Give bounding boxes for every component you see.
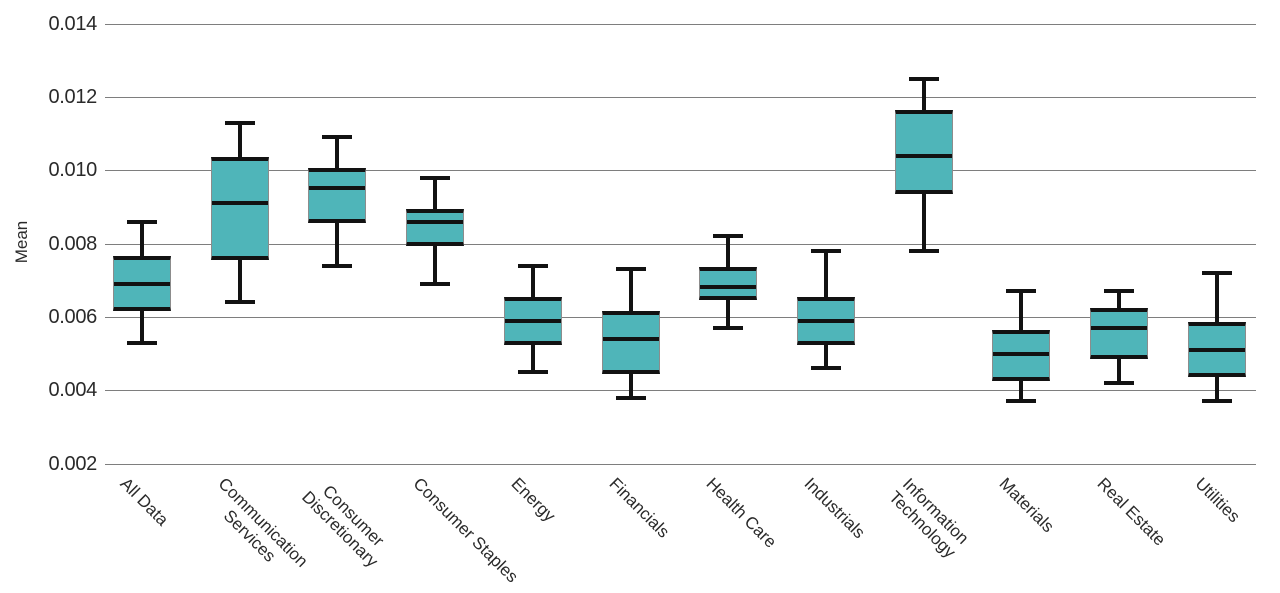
whisker-cap-top xyxy=(908,76,939,81)
whisker-cap-top xyxy=(420,175,451,180)
median-line xyxy=(700,285,757,290)
whisker-upper-stem xyxy=(921,78,926,112)
median-line xyxy=(407,219,464,224)
whisker-upper-stem xyxy=(823,250,828,299)
box-iqr xyxy=(992,329,1051,382)
box-iqr xyxy=(1090,307,1148,360)
whisker-lower-stem xyxy=(921,192,926,251)
box-iqr xyxy=(406,208,465,246)
x-tick-label: Real Estate xyxy=(1093,474,1170,550)
whisker-upper-stem xyxy=(1214,272,1219,325)
box-iqr xyxy=(113,256,171,312)
whisker-upper-stem xyxy=(726,236,731,270)
x-tick-label: Materials xyxy=(995,474,1059,537)
x-tick-label: Industrials xyxy=(800,474,869,543)
whisker-cap-bottom xyxy=(420,281,451,286)
whisker-lower-stem xyxy=(823,342,828,369)
x-tick-label: Health Care xyxy=(702,474,781,552)
box-iqr xyxy=(210,157,269,261)
box-iqr xyxy=(894,109,953,195)
gridline xyxy=(105,463,1256,465)
x-tick-label: All Data xyxy=(116,474,173,530)
whisker-upper-stem xyxy=(1019,291,1024,332)
whisker-lower-stem xyxy=(335,221,340,266)
whisker-lower-stem xyxy=(530,342,535,372)
y-tick-label: 0.008 xyxy=(48,232,97,255)
whisker-upper-stem xyxy=(335,137,340,171)
gridline xyxy=(105,23,1256,25)
whisker-upper-stem xyxy=(628,269,633,314)
median-line xyxy=(211,201,268,206)
whisker-cap-top xyxy=(517,263,548,268)
x-tick-label: Financials xyxy=(605,474,673,542)
box-iqr xyxy=(796,296,855,345)
median-line xyxy=(797,318,854,323)
y-tick-label: 0.014 xyxy=(48,12,97,35)
box-iqr xyxy=(601,311,660,374)
whisker-upper-stem xyxy=(237,122,242,160)
whisker-cap-bottom xyxy=(713,325,744,330)
whisker-lower-stem xyxy=(433,243,438,284)
x-tick-label: Energy xyxy=(507,474,559,526)
gridline xyxy=(105,243,1256,245)
x-tick-label: Consumer Discretionary xyxy=(298,481,389,572)
whisker-lower-stem xyxy=(726,298,731,328)
whisker-cap-top xyxy=(224,120,255,125)
median-line xyxy=(114,281,170,286)
whisker-upper-stem xyxy=(140,221,144,259)
whisker-cap-bottom xyxy=(1006,399,1037,404)
gridline xyxy=(105,390,1256,392)
median-line xyxy=(1091,325,1147,330)
whisker-cap-top xyxy=(1006,289,1037,294)
box-iqr xyxy=(1187,322,1246,378)
whisker-cap-bottom xyxy=(810,366,841,371)
whisker-cap-bottom xyxy=(1201,399,1232,404)
whisker-cap-top xyxy=(322,135,353,140)
whisker-cap-top xyxy=(1104,289,1134,294)
x-tick-label: Consumer Staples xyxy=(409,474,522,587)
whisker-cap-top xyxy=(810,248,841,253)
y-tick-label: 0.002 xyxy=(48,452,97,475)
median-line xyxy=(895,153,952,158)
whisker-cap-bottom xyxy=(322,263,353,268)
median-line xyxy=(602,336,659,341)
x-tick-label: Communication Services xyxy=(214,474,312,571)
whisker-cap-top xyxy=(713,234,744,239)
whisker-cap-bottom xyxy=(224,300,255,305)
gridline xyxy=(105,96,1256,98)
whisker-cap-top xyxy=(127,219,157,224)
whisker-cap-top xyxy=(615,267,646,272)
gridline xyxy=(105,316,1256,318)
median-line xyxy=(504,318,561,323)
y-tick-label: 0.010 xyxy=(48,159,97,182)
whisker-lower-stem xyxy=(628,371,633,398)
y-tick-label: 0.012 xyxy=(48,85,97,108)
box-iqr xyxy=(308,168,367,224)
whisker-lower-stem xyxy=(237,258,242,303)
y-tick-label: 0.004 xyxy=(48,379,97,402)
x-tick-label: Utilities xyxy=(1191,474,1244,527)
whisker-cap-bottom xyxy=(517,369,548,374)
median-line xyxy=(309,186,366,191)
whisker-upper-stem xyxy=(1117,291,1121,310)
x-tick-label: Information Technology xyxy=(884,474,973,562)
whisker-cap-bottom xyxy=(1104,380,1134,385)
whisker-cap-bottom xyxy=(615,395,646,400)
y-tick-label: 0.006 xyxy=(48,305,97,328)
whisker-lower-stem xyxy=(1117,357,1121,383)
whisker-cap-bottom xyxy=(908,248,939,253)
whisker-cap-top xyxy=(1201,270,1232,275)
median-line xyxy=(993,351,1050,356)
whisker-cap-bottom xyxy=(127,340,157,345)
gridline xyxy=(105,170,1256,172)
whisker-lower-stem xyxy=(140,309,144,343)
box-iqr xyxy=(699,267,758,301)
box-iqr xyxy=(503,296,562,345)
whisker-lower-stem xyxy=(1214,375,1219,402)
whisker-upper-stem xyxy=(530,265,535,299)
whisker-lower-stem xyxy=(1019,379,1024,402)
whisker-upper-stem xyxy=(433,177,438,211)
median-line xyxy=(1188,347,1245,352)
